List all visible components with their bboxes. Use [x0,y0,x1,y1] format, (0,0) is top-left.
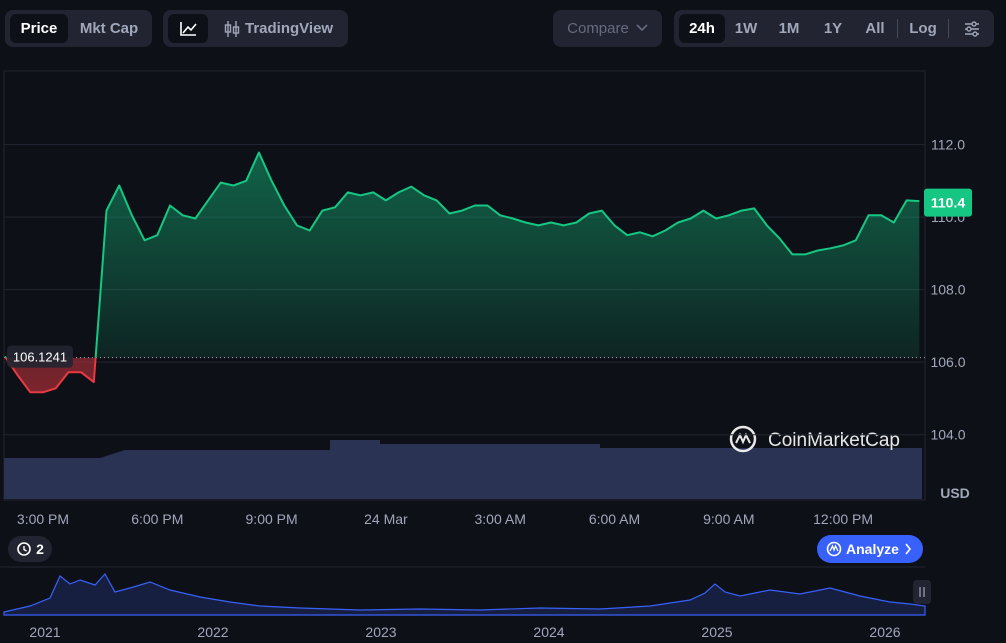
range-button[interactable]: 24h [679,14,725,43]
divider [897,19,898,38]
analyze-button[interactable]: Analyze [817,535,923,563]
area-up [4,152,920,358]
handle-grip [919,587,925,597]
plot-frame [3,70,926,501]
chart-style-toggle: TradingView [163,10,348,47]
line-chart-button[interactable] [168,14,208,43]
x-tick-label: 24 Mar [364,511,408,527]
analyze-label: Analyze [846,541,899,557]
navigator-handle[interactable] [913,580,931,604]
navigator-line [3,572,926,616]
range-toggle: Log 24h 1W 1M 1Y All [674,10,994,47]
history-badge[interactable]: 2 [8,536,52,562]
last-price-bg [924,188,972,217]
x-tick-label: 3:00 PM [17,511,69,527]
range-button[interactable]: 1W [734,20,758,37]
mkt-cap-button[interactable]: Mkt Cap [79,20,139,37]
navigator-year: 2026 [869,624,900,640]
volume-bars [4,440,922,499]
y-tick-label: 112.0 [931,137,965,153]
settings-icon[interactable] [963,20,981,38]
last-price-label: 110.4 [931,195,965,211]
currency-label: USD [940,485,970,501]
x-tick-label: 6:00 PM [131,511,183,527]
x-tick-label: 9:00 AM [703,511,754,527]
reference-label: 106.1241 [13,350,67,365]
y-tick-label: 108.0 [930,282,965,298]
navigator-year: 2025 [701,624,732,640]
price-line-up [4,151,920,358]
x-tick-label: 12:00 PM [813,511,873,527]
compare-dropdown[interactable]: Compare [553,10,662,47]
watermark: CoinMarketCap [729,425,900,453]
navigator-year: 2023 [365,624,396,640]
price-button[interactable]: Price [10,14,68,43]
view-toggle: Price Mkt Cap [5,10,152,47]
watermark-text: CoinMarketCap [768,430,900,451]
x-tick-label: 6:00 AM [589,511,640,527]
range-button[interactable]: 1Y [823,20,843,37]
reference-label-bg [7,345,73,368]
log-button[interactable]: Log [909,20,937,37]
navigator-year: 2022 [197,624,228,640]
range-button[interactable]: All [865,20,885,37]
compare-label: Compare [567,20,629,37]
x-tick-label: 9:00 PM [246,511,298,527]
divider [948,19,949,38]
navigator-year: 2024 [533,624,564,640]
candle-icon [224,21,240,37]
badge-count: 2 [36,541,44,557]
tradingview-button[interactable]: TradingView [245,20,334,37]
navigator-year: 2021 [29,624,60,640]
range-button[interactable]: 1M [778,20,800,37]
chevron [636,24,648,32]
x-tick-label: 3:00 AM [475,511,526,527]
y-tick-label: 106.0 [930,354,965,370]
y-tick-label: 104.0 [930,427,965,443]
line-icon [180,22,197,36]
